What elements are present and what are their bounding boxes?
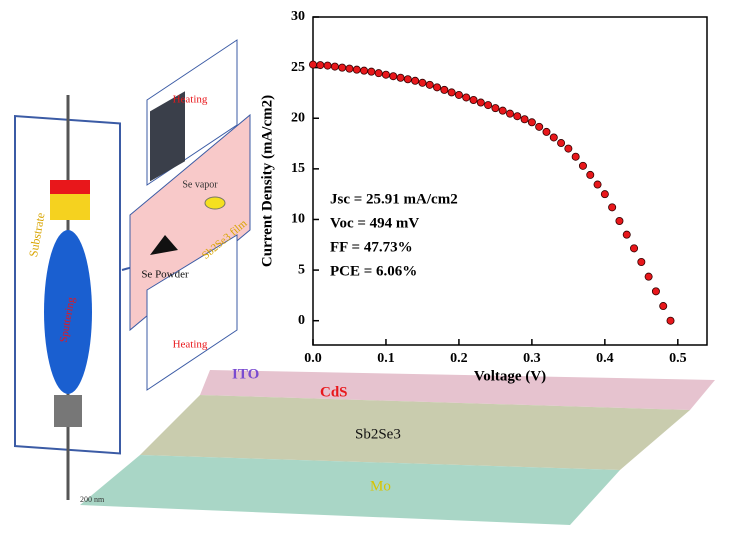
- data-point: [630, 244, 639, 253]
- y-axis-label: Current Density (mA/cm2): [259, 95, 275, 267]
- label: Substrate: [26, 212, 48, 258]
- y-tick-label: 10: [291, 212, 305, 227]
- y-tick-label: 20: [291, 110, 305, 125]
- data-point: [651, 287, 660, 296]
- holder: [54, 395, 82, 427]
- data-point: [389, 72, 398, 81]
- data-point: [615, 216, 624, 225]
- annotation: FF = 47.73%: [330, 239, 413, 255]
- label: Se vapor: [182, 179, 218, 190]
- label: Sb2Se3: [355, 426, 401, 442]
- data-point: [374, 69, 383, 78]
- data-point: [542, 127, 551, 136]
- data-point: [527, 118, 536, 127]
- data-point: [433, 83, 442, 92]
- annotation: Voc = 494 mV: [330, 215, 419, 231]
- data-point: [593, 180, 602, 189]
- data-point: [447, 88, 456, 97]
- y-tick-label: 25: [291, 60, 305, 75]
- absorber-layer: [140, 395, 690, 470]
- label: CdS: [320, 384, 348, 400]
- data-point: [469, 96, 478, 105]
- label: Heating: [173, 339, 208, 351]
- ito-cds-layer: [200, 370, 715, 410]
- data-point: [637, 257, 646, 266]
- substrate-block: [50, 194, 90, 220]
- data-point: [476, 98, 485, 107]
- x-tick-label: 0.2: [450, 351, 468, 366]
- mo-layer: [80, 455, 620, 525]
- label: Mo: [370, 478, 391, 494]
- data-point: [535, 122, 544, 131]
- data-point: [381, 70, 390, 79]
- coil: [150, 91, 185, 182]
- heater-box: [146, 234, 238, 391]
- data-point: [323, 61, 332, 70]
- data-point: [454, 90, 463, 99]
- annotation: PCE = 6.06%: [330, 263, 417, 279]
- label: ITO: [232, 366, 259, 382]
- data-point: [352, 65, 361, 74]
- data-point: [403, 75, 412, 84]
- data-point: [484, 101, 493, 110]
- data-point: [411, 76, 420, 85]
- x-tick-label: 0.5: [669, 351, 687, 366]
- data-point: [330, 62, 339, 71]
- data-point: [578, 161, 587, 170]
- data-point: [440, 85, 449, 94]
- y-tick-label: 5: [298, 262, 305, 277]
- sputter-apparatus: [14, 95, 141, 500]
- data-point: [666, 316, 675, 325]
- target: [44, 230, 92, 394]
- x-tick-label: 0.4: [596, 351, 614, 366]
- y-tick-label: 15: [291, 161, 305, 176]
- chart: 0.0 0.1 0.2 0.3 0.4 0.5 0 5 10 15 20 25 30 Voltage (V…: [259, 9, 708, 384]
- label: Heating: [173, 94, 208, 106]
- data-point: [608, 203, 617, 212]
- data-point: [396, 73, 405, 82]
- data-point: [505, 109, 514, 118]
- data-point: [491, 104, 500, 113]
- data-point: [360, 66, 369, 75]
- annotation: Jsc = 25.91 mA/cm2: [330, 191, 458, 207]
- se-powder: [150, 235, 178, 255]
- x-tick-label: 0.1: [377, 351, 395, 366]
- data-point: [644, 272, 653, 281]
- data-point: [549, 133, 558, 142]
- film-sample: [204, 196, 226, 210]
- data-point: [316, 61, 325, 70]
- x-tick-label: 0.0: [304, 351, 322, 366]
- data-point: [600, 190, 609, 199]
- data-point: [571, 152, 580, 161]
- data-point: [338, 63, 347, 72]
- label: 200 nm: [80, 495, 105, 504]
- furnace: [129, 39, 251, 391]
- x-tick-label: 0.3: [523, 351, 541, 366]
- data-point: [418, 78, 427, 87]
- label: Se Powder: [141, 269, 189, 281]
- data-point: [425, 80, 434, 89]
- x-axis-label: Voltage (V): [474, 368, 546, 384]
- data-point: [308, 60, 317, 69]
- data-point: [557, 139, 566, 148]
- data-point: [462, 93, 471, 102]
- tube: [129, 113, 251, 332]
- y-tick-label: 30: [291, 9, 305, 24]
- data-point: [520, 115, 529, 124]
- plot-frame: [312, 16, 708, 346]
- data-point: [345, 64, 354, 73]
- sem-slab: [80, 370, 715, 525]
- y-tick-label: 0: [298, 313, 305, 328]
- heater-block: [50, 180, 90, 194]
- data-point: [586, 170, 595, 179]
- data-point: [622, 230, 631, 239]
- data-point: [659, 302, 668, 311]
- data-point: [498, 106, 507, 115]
- data-point: [513, 112, 522, 121]
- data-point: [367, 67, 376, 76]
- data-point: [564, 144, 573, 153]
